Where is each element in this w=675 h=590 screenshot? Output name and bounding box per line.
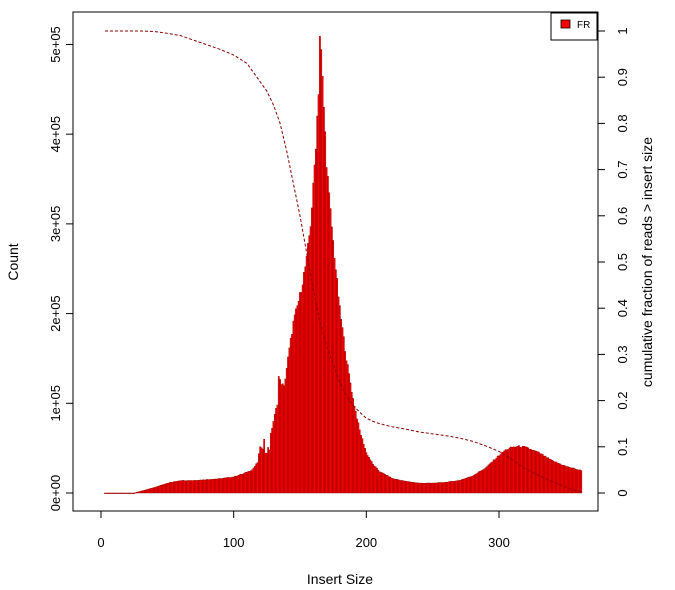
x-tick-label: 300: [488, 535, 510, 550]
y2-tick-label: 0.1: [615, 438, 630, 456]
y2-tick-label: 0.5: [615, 253, 630, 271]
y-axis-title: Count: [5, 243, 21, 280]
histogram-bars: [104, 36, 583, 494]
histogram-bar: [580, 470, 583, 494]
y-tick-label: 2e+05: [48, 295, 63, 332]
y-tick-label: 1e+05: [48, 385, 63, 422]
y2-tick-label: 0.9: [615, 68, 630, 86]
y2-tick-label: 0.4: [615, 299, 630, 317]
y2-tick-label: 0.8: [615, 114, 630, 132]
y2-axis-title: cumulative fraction of reads > insert si…: [639, 137, 655, 387]
legend: FR: [550, 12, 598, 41]
x-tick-label: 100: [223, 535, 245, 550]
x-tick-label: 200: [355, 535, 377, 550]
y2-tick-label: 0.6: [615, 207, 630, 225]
x-tick-label: 0: [97, 535, 104, 550]
y-tick-label: 3e+05: [48, 206, 63, 243]
y2-tick-label: 1: [615, 27, 630, 34]
y-tick-label: 0e+00: [48, 475, 63, 512]
legend-box: [550, 12, 598, 41]
x-axis-title: Insert Size: [307, 571, 373, 587]
axes: 0 100 200 300 0e+00 1e+05 2e+05 3e+05 4e+05 5e+05…: [48, 26, 630, 550]
y2-tick-label: 0.2: [615, 392, 630, 410]
y-tick-label: 4e+05: [48, 116, 63, 153]
y2-tick-label: 0.3: [615, 345, 630, 363]
legend-label-fr: FR: [577, 20, 590, 31]
y2-tick-label: 0.7: [615, 161, 630, 179]
y2-tick-label: 0: [615, 489, 630, 496]
y-tick-label: 5e+05: [48, 26, 63, 63]
legend-swatch-fr: [560, 19, 571, 29]
